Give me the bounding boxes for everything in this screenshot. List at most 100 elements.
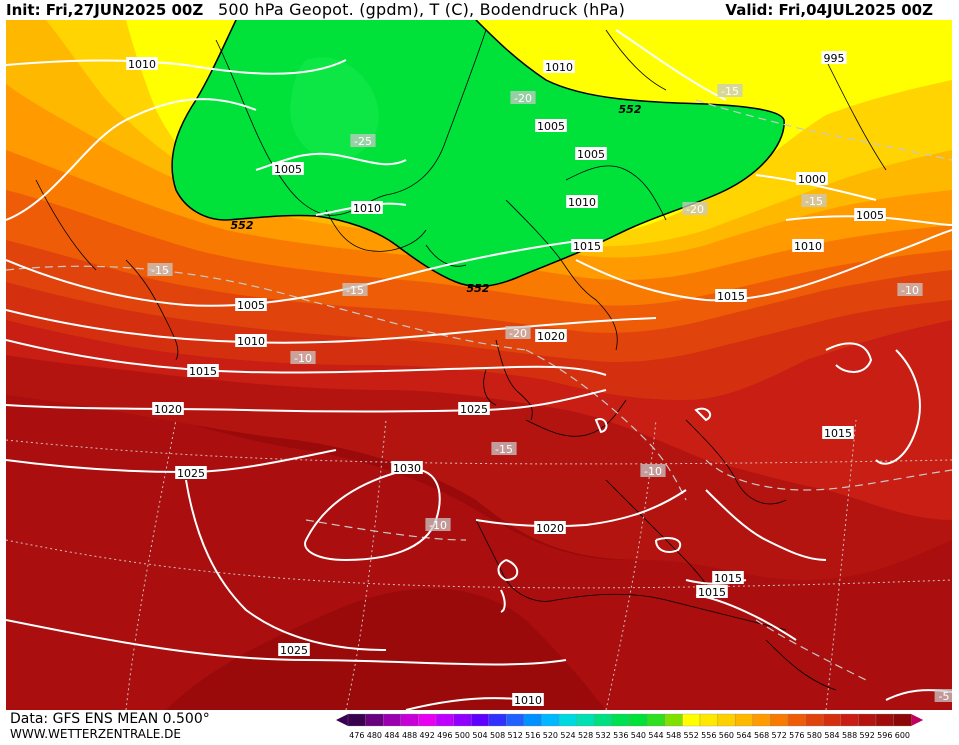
legend-value: 480 [367,731,382,740]
svg-text:-25: -25 [354,135,372,148]
legend-swatch [699,713,718,727]
isobar-labels: 1010 1010 1005 1005 1005 1010 1010 1015 995 1000 1… [126,51,886,707]
temp-dashed-lines [6,99,952,681]
isobar-label: 1005 [535,119,567,133]
legend-value: 576 [789,731,804,740]
legend-value: 544 [648,731,663,740]
svg-text:1020: 1020 [537,330,565,343]
svg-text:1030: 1030 [393,462,421,475]
legend-swatch [823,713,841,727]
legend-value: 556 [701,731,716,740]
legend-swatch [611,713,630,727]
svg-text:1015: 1015 [714,572,742,585]
svg-text:1015: 1015 [573,240,601,253]
svg-text:1020: 1020 [154,403,182,416]
isobar-label: 1015 [696,585,728,599]
svg-text:1005: 1005 [237,299,265,312]
svg-text:1015: 1015 [189,365,217,378]
svg-text:552: 552 [619,103,642,116]
legend-swatch [805,713,824,727]
legend-value: 568 [754,731,769,740]
isobar-label: 1010 [512,693,544,707]
isobar-label: 1030 [391,461,423,475]
svg-text:1010: 1010 [794,240,822,253]
svg-text:-20: -20 [514,92,532,105]
isobar-label: 1015 [822,426,854,440]
isobar-label: 1005 [854,208,886,222]
legend-value: 500 [455,731,470,740]
isobar-label: 1005 [575,147,607,161]
init-time: Init: Fri,27JUN2025 00Z [6,1,204,19]
svg-text:-10: -10 [901,284,919,297]
legend-swatch [664,713,683,727]
isobar-label: 1005 [272,162,304,176]
legend-swatch [541,713,560,727]
legend-value: 552 [684,731,699,740]
temp-label: -10 [897,283,923,297]
temp-label: -20 [510,91,536,105]
legend-value: 492 [420,731,435,740]
legend-right-arrow [911,714,924,726]
legend-value: 572 [772,731,787,740]
temp-label: -15 [491,442,517,456]
isobar-label: 1020 [534,521,566,535]
legend-value: 592 [860,731,875,740]
geopot-label: 552 [619,103,642,116]
svg-text:-15: -15 [805,195,823,208]
svg-text:-15: -15 [721,85,739,98]
legend-value: 496 [437,731,452,740]
color-legend: 476 480 484 488 492 496 500 504 508 512 516 520 524 5… [336,713,956,741]
legend-swatch [400,713,419,727]
isobar-label: 1010 [792,239,824,253]
legend-value: 588 [842,731,857,740]
svg-text:-10: -10 [644,465,662,478]
isobars [6,29,952,710]
svg-text:-15: -15 [346,284,364,297]
legend-swatch [594,713,613,727]
isobar-label: 1025 [278,643,310,657]
legend-value: 520 [543,731,558,740]
svg-text:1010: 1010 [514,694,542,707]
legend-swatch [787,713,806,727]
legend-swatch [858,713,877,727]
chart-header: Init: Fri,27JUN2025 00Z 500 hPa Geopot. … [0,0,959,20]
legend-value: 536 [613,731,628,740]
valid-time: Valid: Fri,04JUL2025 00Z [725,1,933,19]
svg-text:1010: 1010 [568,196,596,209]
legend-value: 580 [807,731,822,740]
legend-value: 584 [824,731,839,740]
svg-text:-5: -5 [939,690,950,703]
svg-text:1025: 1025 [280,644,308,657]
legend-value: 548 [666,731,681,740]
legend-svg: 476 480 484 488 492 496 500 504 508 512 516 520 524 5… [336,713,924,740]
legend-swatch [523,713,542,727]
svg-text:552: 552 [467,282,490,295]
legend-value: 596 [877,731,892,740]
legend-swatch [383,713,401,727]
svg-text:-10: -10 [429,519,447,532]
legend-swatch [717,713,736,727]
svg-text:1000: 1000 [798,173,826,186]
temp-label: -15 [717,84,743,98]
temp-label: -25 [350,134,376,148]
legend-swatch [471,713,489,727]
legend-value: 524 [560,731,575,740]
svg-text:1005: 1005 [856,209,884,222]
legend-value: 540 [631,731,646,740]
svg-text:1010: 1010 [128,58,156,71]
svg-text:1005: 1005 [274,163,302,176]
legend-value: 488 [402,731,417,740]
isobar-label: 1010 [351,201,383,215]
isobar-label: 1025 [175,466,207,480]
isobar-label: 1015 [715,289,747,303]
temp-label: -15 [801,194,827,208]
isobar-label: 1010 [566,195,598,209]
svg-text:1025: 1025 [177,467,205,480]
svg-text:1010: 1010 [545,61,573,74]
legend-swatch [365,713,384,727]
legend-value: 528 [578,731,593,740]
legend-swatch [418,713,437,727]
legend-swatch [488,713,507,727]
legend-value: 504 [472,731,487,740]
legend-swatch [647,713,665,727]
